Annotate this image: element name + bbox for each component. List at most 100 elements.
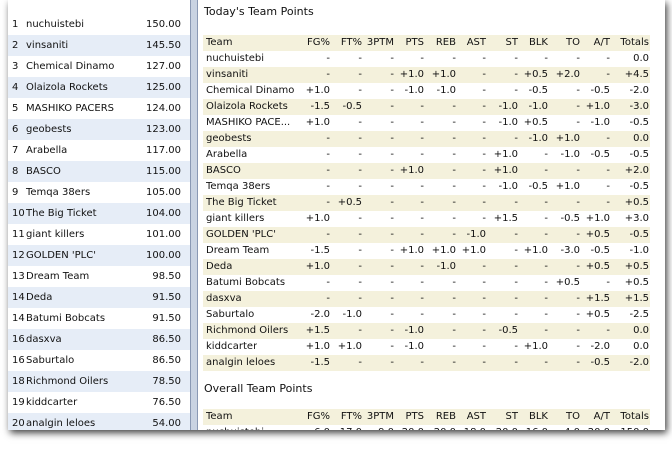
cell: +1.0 [585, 101, 610, 112]
standing-row: 4 Olaizola Rockets 125.00 [8, 77, 190, 98]
table-row: The Big Ticket - +0.5- - - - - - - - +0.5 [203, 195, 650, 211]
cell: 20.0 [588, 425, 610, 430]
cell: nuchuistebi [206, 425, 264, 430]
cell: +0.5 [624, 197, 649, 208]
cell: +1.0 [305, 85, 330, 96]
team-name: Olaizola Rockets [26, 82, 108, 93]
team-name: Richmond Oilers [26, 376, 109, 387]
column-header: AST [466, 411, 486, 422]
cell: - [452, 197, 456, 208]
cell: -1.0 [528, 133, 548, 144]
cell: -2.0 [590, 341, 610, 352]
cell: - [482, 309, 486, 320]
cell: - [482, 181, 486, 192]
cell: +1.5 [585, 293, 610, 304]
cell: - [576, 165, 580, 176]
column-header: BLK [529, 37, 548, 48]
column-header: BLK [529, 411, 548, 422]
table-row: Richmond Oilers +1.5- - -1.0- - -0.5- - -0.0 [203, 323, 650, 339]
cell: -1.0 [498, 117, 518, 128]
cell: analgin leloes [206, 357, 276, 368]
cell: - [514, 53, 518, 64]
cell: - [390, 261, 394, 272]
points: 86.50 [152, 355, 181, 366]
cell: -0.5 [560, 213, 580, 224]
cell: -1.5 [310, 101, 330, 112]
cell: - [482, 325, 486, 336]
points: 104.00 [146, 208, 181, 219]
cell: 9.0 [378, 425, 394, 430]
rank: 13 [12, 271, 25, 282]
cell: - [514, 133, 518, 144]
cell: - [326, 165, 330, 176]
cell: 0.0 [633, 341, 649, 352]
cell: 6.0 [314, 425, 330, 430]
cell: - [390, 293, 394, 304]
section-title: Today's Team Points [204, 5, 314, 18]
cell: nuchuistebi [206, 53, 265, 64]
cell: +1.0 [461, 245, 486, 256]
cell: +1.0 [523, 245, 548, 256]
cell: - [482, 69, 486, 80]
cell: MASHIKO PACE... [206, 117, 291, 128]
points: 78.50 [152, 376, 181, 387]
column-header: A/T [593, 411, 610, 422]
cell: - [358, 149, 362, 160]
team-name: vinsaniti [26, 40, 69, 51]
column-header: PTS [405, 37, 425, 48]
table-row: BASCO - - - +1.0- - +1.0- - - +2.0 [203, 163, 650, 179]
cell: - [514, 341, 518, 352]
team-name: kiddcarter [26, 397, 78, 408]
standing-row: 6 geobests 123.00 [8, 119, 190, 140]
rank: 19 [12, 397, 25, 408]
table-row: Arabella - - - - - - +1.0- -1.0 -0.5 -0.5 [203, 147, 650, 163]
rank: 14 [12, 292, 25, 303]
cell: +1.0 [585, 213, 610, 224]
cell: - [482, 277, 486, 288]
cell: -1.0 [590, 117, 610, 128]
cell: - [544, 149, 548, 160]
column-header: Team [206, 37, 233, 48]
cell: - [420, 181, 424, 192]
cell: - [420, 53, 424, 64]
column-header: TO [566, 411, 580, 422]
cell: - [514, 277, 518, 288]
cell: -0.5 [590, 245, 610, 256]
cell: - [452, 325, 456, 336]
cell: - [452, 101, 456, 112]
cell: -1.0 [498, 181, 518, 192]
rank: 1 [12, 19, 19, 30]
cell: - [390, 197, 394, 208]
cell: +1.5 [305, 325, 330, 336]
cell: -2.0 [629, 85, 649, 96]
cell: +1.0 [493, 149, 518, 160]
cell: - [514, 261, 518, 272]
cell: +1.0 [305, 261, 330, 272]
cell: - [514, 229, 518, 240]
cell: Batumi Bobcats [206, 277, 286, 288]
cell: -1.5 [310, 357, 330, 368]
points: 124.00 [146, 103, 181, 114]
table-row: Batumi Bobcats - - - - - - - - +0.5- +0.5 [203, 275, 650, 291]
cell: - [482, 357, 486, 368]
table-header: Team FG% FT% 3PTM PTS REB AST ST BLK TO A/T Totals [203, 409, 650, 425]
cell: - [482, 117, 486, 128]
cell: - [358, 261, 362, 272]
cell: GOLDEN 'PLC' [206, 229, 276, 240]
cell: +1.0 [305, 341, 330, 352]
table-row: vinsaniti - - - +1.0 +1.0- - +0.5 +2.0- +4.5 [203, 67, 650, 83]
cell: - [390, 357, 394, 368]
cell: - [452, 165, 456, 176]
cell: +1.5 [493, 213, 518, 224]
cell: - [482, 101, 486, 112]
points: 125.00 [146, 82, 181, 93]
rank: 8 [12, 166, 19, 177]
cell: -1.0 [404, 341, 424, 352]
cell: - [452, 117, 456, 128]
cell: +1.0 [305, 117, 330, 128]
cell: - [420, 133, 424, 144]
cell: +0.5 [585, 309, 610, 320]
cell: +1.0 [555, 133, 580, 144]
column-header: FT% [340, 411, 362, 422]
cell: - [606, 69, 610, 80]
